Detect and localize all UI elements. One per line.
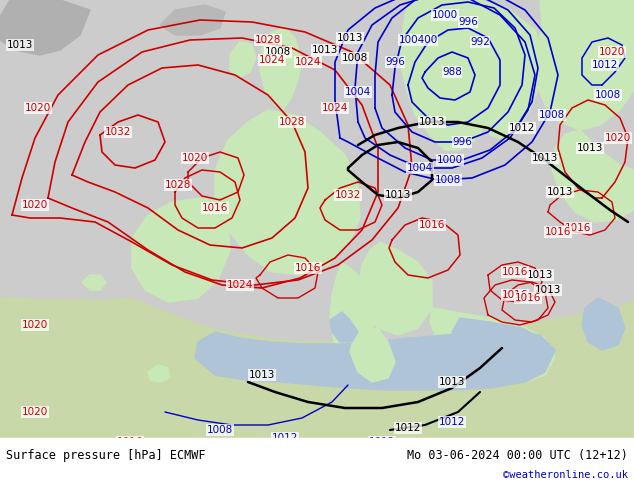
- Text: 1028: 1028: [279, 117, 305, 127]
- Text: 1020: 1020: [182, 153, 208, 163]
- Polygon shape: [330, 262, 375, 358]
- Polygon shape: [440, 0, 545, 140]
- Text: 1013: 1013: [249, 370, 275, 380]
- Text: 1016: 1016: [295, 263, 321, 273]
- Polygon shape: [195, 330, 555, 390]
- Text: 1016: 1016: [515, 293, 541, 303]
- Polygon shape: [0, 438, 634, 490]
- Polygon shape: [148, 365, 170, 382]
- Text: 1013: 1013: [535, 285, 561, 295]
- Text: 1028: 1028: [165, 180, 191, 190]
- Text: 1012: 1012: [395, 423, 421, 433]
- Polygon shape: [230, 42, 256, 78]
- Text: 1016: 1016: [545, 227, 571, 237]
- Text: 1020: 1020: [599, 47, 625, 57]
- Text: Mo 03-06-2024 00:00 UTC (12+12): Mo 03-06-2024 00:00 UTC (12+12): [407, 448, 628, 462]
- Text: 1020: 1020: [22, 200, 48, 210]
- Text: 1016: 1016: [117, 437, 143, 447]
- Text: 992: 992: [470, 37, 490, 47]
- Text: 1013: 1013: [337, 33, 363, 43]
- Polygon shape: [132, 198, 230, 302]
- Text: 1013: 1013: [7, 40, 33, 50]
- Polygon shape: [260, 28, 302, 110]
- Text: 1012: 1012: [509, 123, 535, 133]
- Text: 1024: 1024: [295, 57, 321, 67]
- Text: 1028: 1028: [255, 35, 281, 45]
- Text: 1013: 1013: [439, 377, 465, 387]
- Text: 1012: 1012: [272, 433, 298, 443]
- Text: 1020: 1020: [25, 103, 51, 113]
- Text: 1032: 1032: [335, 190, 361, 200]
- Text: 1012: 1012: [592, 60, 618, 70]
- Text: 1008: 1008: [539, 110, 565, 120]
- Text: 1004: 1004: [407, 163, 433, 173]
- Text: 988: 988: [442, 67, 462, 77]
- Text: 1000: 1000: [437, 155, 463, 165]
- Text: 1016: 1016: [565, 223, 591, 233]
- Text: 1012: 1012: [439, 417, 465, 427]
- Text: 1004: 1004: [345, 87, 371, 97]
- Text: 996: 996: [458, 17, 478, 27]
- Text: 1008: 1008: [595, 90, 621, 100]
- Text: 1013: 1013: [312, 45, 338, 55]
- Text: 1012: 1012: [369, 437, 395, 447]
- Polygon shape: [330, 312, 358, 342]
- Text: 1013: 1013: [547, 187, 573, 197]
- Polygon shape: [452, 318, 548, 368]
- Text: 1008: 1008: [435, 175, 461, 185]
- Text: 1020: 1020: [22, 407, 48, 417]
- Polygon shape: [350, 328, 395, 382]
- Text: 1013: 1013: [419, 117, 445, 127]
- Polygon shape: [358, 242, 432, 335]
- Polygon shape: [215, 110, 360, 275]
- Text: 1008: 1008: [265, 47, 291, 57]
- Text: 1016: 1016: [502, 290, 528, 300]
- Text: 1020: 1020: [605, 133, 631, 143]
- Polygon shape: [0, 298, 634, 490]
- Polygon shape: [400, 0, 510, 150]
- Text: 1024: 1024: [322, 103, 348, 113]
- Text: 100400: 100400: [398, 35, 437, 45]
- Text: 1020: 1020: [22, 320, 48, 330]
- Polygon shape: [535, 0, 634, 130]
- Text: 1016: 1016: [202, 203, 228, 213]
- Polygon shape: [430, 308, 555, 382]
- Text: 1013: 1013: [577, 143, 603, 153]
- Polygon shape: [552, 130, 634, 222]
- Text: 1016: 1016: [502, 267, 528, 277]
- Polygon shape: [160, 5, 225, 35]
- Polygon shape: [0, 0, 90, 55]
- Text: 1013: 1013: [532, 153, 558, 163]
- Text: 1032: 1032: [105, 127, 131, 137]
- Text: ©weatheronline.co.uk: ©weatheronline.co.uk: [503, 470, 628, 480]
- Text: 1013: 1013: [385, 190, 411, 200]
- Text: Surface pressure [hPa] ECMWF: Surface pressure [hPa] ECMWF: [6, 448, 205, 462]
- Polygon shape: [582, 298, 625, 350]
- Text: 1008: 1008: [207, 425, 233, 435]
- Text: 1016: 1016: [419, 220, 445, 230]
- Text: 996: 996: [385, 57, 405, 67]
- Text: 1013: 1013: [527, 270, 553, 280]
- Text: 1024: 1024: [227, 280, 253, 290]
- Text: 996: 996: [452, 137, 472, 147]
- Text: 1000: 1000: [432, 10, 458, 20]
- Text: 1008: 1008: [342, 53, 368, 63]
- Polygon shape: [82, 275, 106, 290]
- Text: 1024: 1024: [259, 55, 285, 65]
